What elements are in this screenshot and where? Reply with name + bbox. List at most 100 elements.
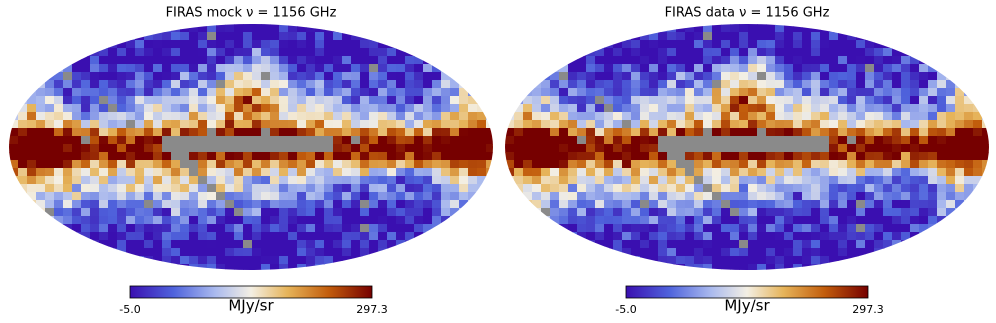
sky-pixel [523,232,533,241]
sky-pixel [360,88,370,97]
sky-pixel [396,88,406,97]
sky-pixel [829,144,839,153]
sky-pixel [559,144,569,153]
sky-pixel [730,112,740,121]
sky-pixel [910,168,920,177]
sky-pixel [198,32,208,41]
sky-pixel [505,264,515,273]
sky-pixel [369,64,379,73]
sky-pixel [279,184,289,193]
sky-pixel [387,264,397,273]
sky-pixel [964,232,974,241]
sky-pixel [703,120,713,129]
sky-pixel [586,64,596,73]
sky-pixel [550,192,560,201]
sky-pixel [135,128,145,137]
sky-pixel [910,160,920,169]
sky-pixel [81,104,91,113]
sky-pixel [189,96,199,105]
sky-pixel [441,32,451,41]
sky-pixel [622,48,632,57]
sky-pixel [874,104,884,113]
sky-pixel [847,232,857,241]
sky-pixel [486,184,496,193]
sky-pixel [685,248,695,257]
sky-pixel [910,104,920,113]
sky-pixel [919,232,929,241]
sky-pixel [667,176,677,185]
sky-pixel [369,48,379,57]
sky-pixel [559,128,569,137]
sky-pixel [306,208,316,217]
sky-pixel [748,216,758,225]
sky-pixel [288,200,298,209]
sky-pixel [982,48,992,57]
sky-pixel [802,40,812,49]
sky-pixel [81,128,91,137]
sky-pixel [586,232,596,241]
sky-pixel [45,216,55,225]
sky-pixel [396,32,406,41]
sky-pixel [324,96,334,105]
sky-pixel [928,232,938,241]
sky-pixel [378,248,388,257]
sky-pixel [658,64,668,73]
sky-pixel [631,216,641,225]
sky-pixel [982,232,992,241]
sky-pixel [90,96,100,105]
sky-pixel [964,96,974,105]
sky-pixel [676,72,686,81]
sky-pixel [261,144,271,153]
sky-pixel [604,32,614,41]
sky-pixel [333,96,343,105]
sky-pixel [973,160,983,169]
sky-pixel [802,120,812,129]
sky-pixel [135,168,145,177]
sky-pixel [901,208,911,217]
sky-pixel [631,128,641,137]
sky-pixel [297,72,307,81]
sky-pixel [450,248,460,257]
sky-pixel [468,48,478,57]
sky-pixel [252,200,262,209]
sky-pixel [865,256,875,265]
sky-pixel [108,168,118,177]
sky-pixel [793,48,803,57]
sky-pixel [748,200,758,209]
sky-pixel [730,56,740,65]
sky-pixel [613,120,623,129]
sky-pixel [153,232,163,241]
sky-pixel [901,144,911,153]
sky-pixel [315,184,325,193]
sky-pixel [568,208,578,217]
sky-pixel [964,208,974,217]
sky-pixel [324,264,334,273]
sky-pixel [72,192,82,201]
sky-pixel [189,176,199,185]
sky-pixel [54,160,64,169]
sky-pixel [117,264,127,273]
sky-pixel [964,216,974,225]
sky-pixel [63,264,73,273]
sky-pixel [225,136,235,145]
sky-pixel [423,96,433,105]
sky-pixel [288,144,298,153]
sky-pixel [847,72,857,81]
sky-pixel [847,80,857,89]
sky-pixel [153,48,163,57]
sky-pixel [550,168,560,177]
sky-pixel [901,184,911,193]
sky-pixel [486,208,496,217]
sky-pixel [450,136,460,145]
sky-pixel [225,160,235,169]
sky-pixel [63,256,73,265]
sky-pixel [928,128,938,137]
sky-pixel [802,144,812,153]
sky-pixel [108,72,118,81]
sky-pixel [568,176,578,185]
sky-pixel [81,152,91,161]
sky-pixel [523,248,533,257]
sky-pixel [694,96,704,105]
sky-pixel [874,232,884,241]
sky-pixel [586,192,596,201]
